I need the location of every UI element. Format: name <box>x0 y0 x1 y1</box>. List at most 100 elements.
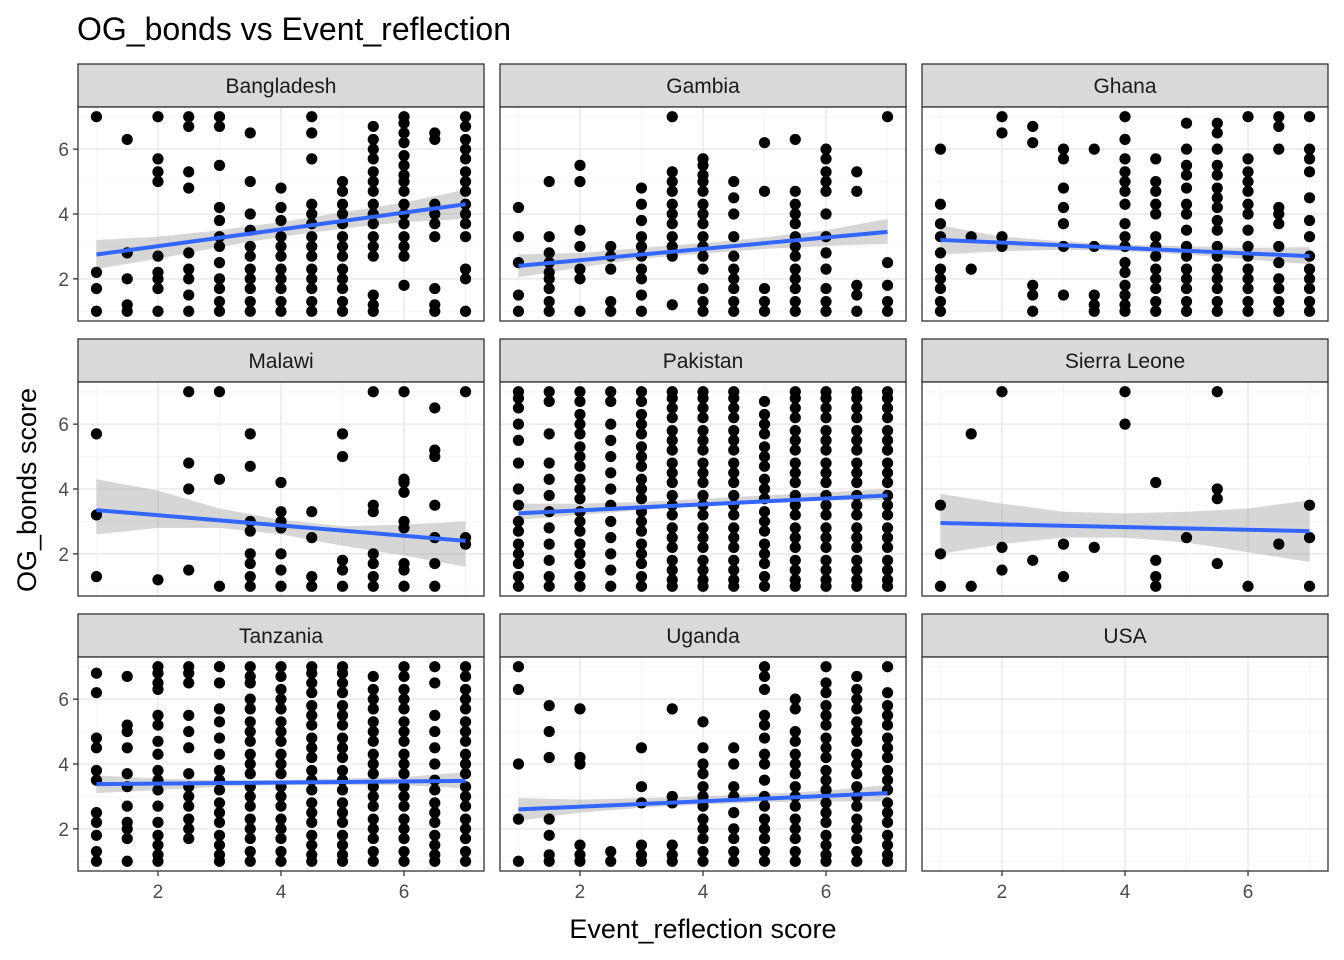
data-point <box>881 509 894 521</box>
data-point <box>635 742 648 754</box>
data-point <box>605 467 617 479</box>
data-point <box>306 677 318 689</box>
data-point <box>789 250 801 262</box>
data-point <box>306 240 318 253</box>
data-point <box>336 709 349 721</box>
data-point <box>881 709 894 721</box>
data-point <box>398 486 410 498</box>
facet-strip-label: Tanzania <box>239 625 323 648</box>
data-point <box>789 273 801 285</box>
data-point <box>820 855 832 867</box>
data-point <box>543 700 555 712</box>
data-point <box>851 541 863 553</box>
facet-strip-label: Gambia <box>666 75 740 98</box>
data-point <box>336 263 349 275</box>
data-point <box>244 800 256 812</box>
data-point <box>1180 250 1193 262</box>
data-point <box>574 548 586 560</box>
data-point <box>1119 266 1131 278</box>
data-point <box>697 208 709 220</box>
data-point <box>543 428 555 440</box>
data-point <box>367 240 379 253</box>
data-point <box>244 548 256 560</box>
data-point <box>152 855 164 867</box>
data-point <box>881 742 894 754</box>
data-point <box>789 392 801 404</box>
data-point <box>881 774 894 786</box>
data-point <box>121 855 133 867</box>
data-point <box>398 522 410 534</box>
data-point <box>336 677 349 689</box>
data-point <box>758 570 771 583</box>
data-point <box>758 538 771 550</box>
data-point <box>121 725 133 738</box>
data-point <box>1303 305 1316 317</box>
data-point <box>934 282 947 295</box>
data-point <box>574 441 586 453</box>
data-point <box>398 218 410 230</box>
data-point <box>306 580 318 592</box>
data-point <box>275 305 287 317</box>
data-point <box>367 781 379 793</box>
data-point <box>1211 201 1223 214</box>
data-point <box>90 305 103 317</box>
data-point <box>574 159 586 171</box>
data-point <box>758 506 771 518</box>
data-point <box>244 703 256 715</box>
data-point <box>635 395 648 408</box>
data-point <box>429 282 441 295</box>
data-point <box>697 522 709 534</box>
data-point <box>367 120 379 133</box>
data-point <box>1211 182 1223 194</box>
data-point <box>367 218 379 230</box>
data-point <box>820 661 832 673</box>
data-point <box>336 295 349 308</box>
data-point <box>666 231 678 243</box>
data-point <box>459 845 472 858</box>
data-point <box>1273 305 1285 317</box>
data-point <box>543 855 555 867</box>
data-point <box>1211 214 1223 227</box>
data-point <box>275 748 287 760</box>
data-point <box>1273 257 1285 269</box>
data-point <box>459 273 472 285</box>
data-point <box>758 719 771 731</box>
data-point <box>635 408 648 421</box>
data-point <box>213 257 226 269</box>
data-point <box>820 282 832 295</box>
data-point <box>367 570 379 583</box>
data-point <box>459 781 472 793</box>
data-point <box>543 725 555 738</box>
data-point <box>543 522 555 534</box>
facet-strip <box>77 613 485 658</box>
data-point <box>213 473 226 485</box>
data-point <box>635 570 648 583</box>
data-point <box>152 709 164 721</box>
data-point <box>306 719 318 731</box>
data-point <box>758 709 771 721</box>
data-point <box>367 823 379 835</box>
data-point <box>459 185 472 197</box>
data-point <box>275 823 287 835</box>
data-point <box>398 735 410 747</box>
data-point <box>666 218 678 230</box>
data-point <box>459 153 472 165</box>
data-point <box>183 564 195 576</box>
data-point <box>1211 127 1223 139</box>
data-point <box>398 716 410 728</box>
data-point <box>820 143 832 155</box>
data-point <box>244 240 256 253</box>
data-point <box>728 522 740 534</box>
data-point <box>1150 295 1162 308</box>
data-point <box>244 580 256 592</box>
data-point <box>213 703 226 715</box>
data-point <box>1150 153 1162 165</box>
data-point <box>789 845 801 858</box>
data-point <box>789 263 801 275</box>
data-point <box>213 855 226 867</box>
data-point <box>574 557 586 570</box>
data-point <box>758 525 771 537</box>
data-point <box>789 768 801 780</box>
x-tick-label: 6 <box>821 882 832 903</box>
data-point <box>820 412 832 424</box>
